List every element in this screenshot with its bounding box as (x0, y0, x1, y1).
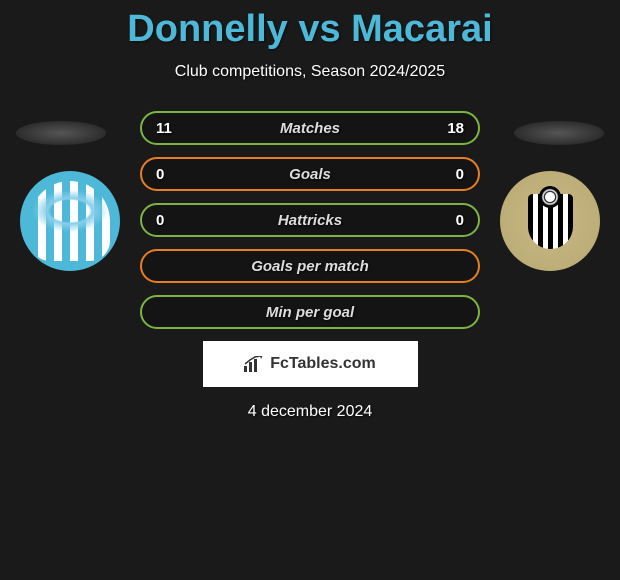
club-badge-left (20, 171, 120, 271)
stat-row-hattricks: 0 Hattricks 0 (140, 203, 480, 237)
stat-row-min-per-goal: Min per goal (140, 295, 480, 329)
stat-left-value: 0 (156, 212, 164, 229)
date-text: 4 december 2024 (0, 403, 620, 421)
stat-right-value: 0 (456, 212, 464, 229)
stat-right-value: 0 (456, 166, 464, 183)
stat-label: Hattricks (278, 212, 342, 229)
stats-container: 11 Matches 18 0 Goals 0 0 Hattricks 0 Go… (140, 111, 480, 329)
watermark: FcTables.com (203, 341, 418, 387)
club-badge-right (500, 171, 600, 271)
club-badge-left-crest (30, 181, 110, 261)
stat-row-matches: 11 Matches 18 (140, 111, 480, 145)
avatar-shadow-right (514, 121, 604, 145)
stat-label: Min per goal (266, 304, 354, 321)
stat-row-goals-per-match: Goals per match (140, 249, 480, 283)
page-subtitle: Club competitions, Season 2024/2025 (0, 63, 620, 81)
stat-row-goals: 0 Goals 0 (140, 157, 480, 191)
stat-left-value: 11 (156, 120, 172, 137)
chart-icon (244, 356, 264, 372)
avatar-shadow-left (16, 121, 106, 145)
page-title: Donnelly vs Macarai (0, 0, 620, 51)
club-badge-right-crest (528, 194, 573, 249)
stat-label: Goals (289, 166, 331, 183)
eagle-icon (25, 186, 115, 236)
comparison-area: 11 Matches 18 0 Goals 0 0 Hattricks 0 Go… (0, 111, 620, 421)
football-icon (539, 186, 561, 208)
stat-right-value: 18 (447, 120, 464, 137)
stat-label: Matches (280, 120, 340, 137)
stat-label: Goals per match (251, 258, 369, 275)
stat-left-value: 0 (156, 166, 164, 183)
watermark-text: FcTables.com (270, 355, 376, 373)
